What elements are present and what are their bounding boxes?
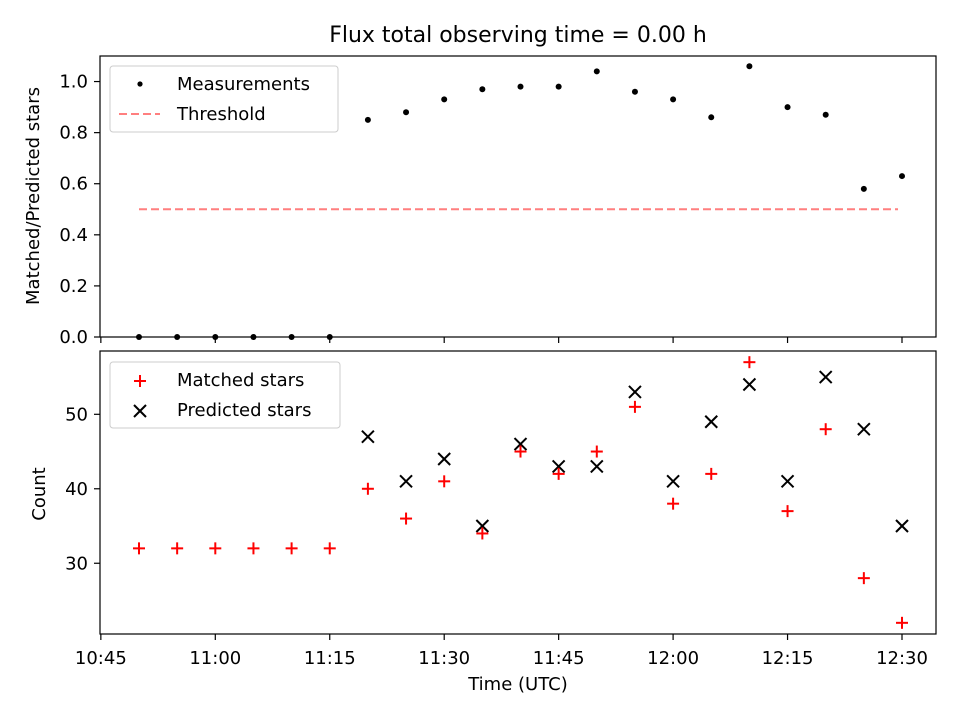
x-axis-label: Time (UTC)	[467, 674, 568, 695]
measurement-point	[479, 86, 486, 93]
legend-matched-marker	[134, 375, 146, 387]
bottom-axes-frame	[99, 350, 937, 635]
bottom-panel: Count Time (UTC) 30 40 50 10:45 11:00 11:15 11…	[29, 350, 937, 695]
measurement-point	[860, 185, 867, 192]
bottom-y-tick-label: 40	[65, 479, 88, 500]
predicted-star-point	[399, 474, 413, 489]
matched-star-point	[896, 616, 908, 629]
chart-title: Flux total observing time = 0.00 h	[329, 23, 707, 48]
top-legend: Measurements Threshold	[109, 65, 339, 133]
measurement-point	[403, 109, 410, 116]
x-tick-label: 11:45	[533, 648, 585, 669]
top-y-tick-label: 0.2	[59, 276, 88, 297]
predicted-star-point	[628, 385, 642, 399]
predicted-star-point	[666, 474, 680, 489]
matched-star-point	[438, 475, 451, 488]
legend-matched-label: Matched stars	[177, 370, 304, 391]
top-panel: Flux total observing time = 0.00 h Match…	[23, 23, 937, 348]
x-tick-label: 11:30	[418, 648, 470, 669]
measurement-point	[708, 114, 715, 121]
predicted-star-point	[704, 415, 718, 429]
predicted-star-point	[742, 377, 757, 392]
predicted-star-point	[895, 519, 909, 533]
top-y-tick-label: 1.0	[59, 72, 88, 93]
measurement-point	[899, 173, 905, 180]
matched-star-point	[514, 445, 527, 458]
top-legend-box	[109, 65, 339, 133]
x-tick-label: 11:15	[304, 648, 356, 669]
top-y-axis-label: Matched/Predicted stars	[23, 87, 44, 305]
matched-star-point	[819, 423, 832, 436]
matched-star-point	[705, 467, 718, 480]
matched-star-point	[667, 497, 680, 510]
top-axes-frame	[99, 55, 937, 338]
bottom-y-axis-label: Count	[29, 467, 50, 520]
top-y-tick-label: 0.6	[59, 174, 88, 195]
predicted-star-point	[361, 429, 375, 444]
legend-predicted-label: Predicted stars	[177, 400, 311, 421]
legend-threshold-label: Threshold	[176, 104, 266, 125]
top-y-tick-label: 0.0	[59, 327, 88, 348]
measurement-point	[364, 116, 371, 123]
measurement-point	[517, 83, 524, 90]
measurement-point	[670, 96, 677, 103]
matched-star-point	[323, 542, 336, 555]
predicted-star-point	[475, 519, 490, 533]
matched-star-point	[781, 505, 794, 518]
bottom-legend: Matched stars Predicted stars	[109, 361, 341, 429]
measurement-point	[631, 88, 638, 95]
top-y-tick-label: 0.8	[59, 123, 88, 144]
predicted-star-point	[513, 437, 528, 451]
predicted-star-point	[780, 474, 795, 489]
matched-star-point	[857, 572, 870, 585]
matched-star-point	[476, 527, 489, 540]
legend-measurements-marker	[137, 81, 143, 87]
x-tick-label: 10:45	[75, 648, 127, 669]
matched-star-point	[209, 542, 222, 555]
predicted-star-point	[818, 370, 833, 384]
x-tick-label: 12:15	[762, 648, 814, 669]
predicted-star-point	[590, 459, 604, 474]
bottom-y-tick-label: 30	[65, 553, 88, 574]
predicted-star-point	[437, 452, 451, 466]
x-tick-label: 12:30	[876, 648, 928, 669]
measurement-point	[822, 111, 829, 118]
matched-star-point	[361, 482, 374, 495]
predicted-star-point	[551, 459, 566, 474]
matched-star-point	[552, 467, 565, 480]
matched-star-point	[171, 542, 184, 555]
top-y-tick-label: 0.4	[59, 225, 88, 246]
bottom-legend-box	[109, 361, 341, 429]
measurement-point	[441, 96, 448, 103]
x-tick-label: 12:00	[647, 648, 699, 669]
matched-star-point	[247, 542, 260, 555]
matched-star-point	[628, 400, 641, 413]
measurement-point	[593, 68, 600, 75]
x-tick-label: 11:00	[189, 648, 241, 669]
legend-measurements-label: Measurements	[177, 74, 310, 95]
predicted-star-point	[857, 422, 871, 436]
measurement-point	[746, 63, 753, 70]
matched-star-point	[590, 445, 603, 458]
legend-predicted-marker	[133, 404, 147, 418]
matched-star-point	[743, 356, 756, 369]
matched-star-point	[285, 542, 298, 555]
matched-star-point	[400, 512, 413, 525]
matched-star-point	[133, 542, 145, 555]
bottom-y-tick-label: 50	[65, 404, 88, 425]
measurement-point	[784, 104, 791, 111]
measurement-point	[555, 83, 562, 90]
